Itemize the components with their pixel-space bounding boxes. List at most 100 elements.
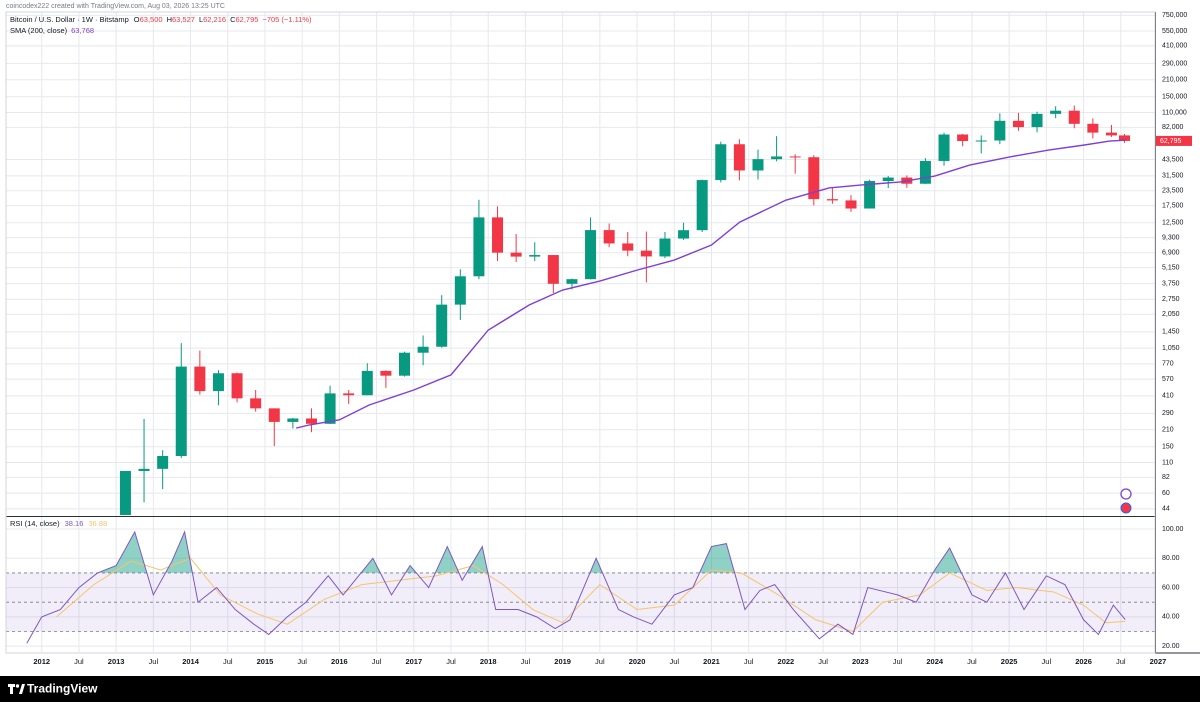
candle-body (789, 156, 801, 158)
y-tick-label: 290,000 (1162, 60, 1187, 67)
y-tick-label: 570 (1162, 376, 1174, 383)
y-tick-label: 20.00 (1162, 643, 1180, 650)
x-tick-label: 2017 (405, 657, 422, 666)
x-tick-label: 2023 (852, 657, 869, 666)
y-tick-label: 110 (1162, 459, 1173, 466)
x-tick-label: Jul (669, 657, 679, 666)
candle-body (380, 370, 392, 376)
brand-logo (8, 684, 25, 694)
candle-body (454, 276, 466, 305)
candle-body (1068, 110, 1080, 124)
x-tick-label: Jul (74, 657, 84, 666)
y-tick-label: 40.00 (1162, 614, 1180, 621)
candle-body (994, 120, 1006, 141)
y-tick-label: 1,450 (1162, 329, 1180, 336)
legend-text: C (230, 15, 236, 24)
y-tick-label: 44 (1162, 506, 1170, 513)
event-icon[interactable] (1120, 488, 1132, 500)
y-tick-label: 43,500 (1162, 156, 1184, 163)
y-tick-label: 5,150 (1162, 264, 1180, 271)
brand: TradingView (27, 682, 98, 696)
candle-body (510, 252, 522, 257)
y-tick-label: 210,000 (1162, 77, 1187, 84)
candle-body (715, 144, 727, 181)
y-tick-label: 60 (1162, 490, 1170, 497)
y-tick-label: 410,000 (1162, 43, 1187, 50)
legend-text: 62,795 (236, 15, 259, 24)
y-tick-label: 290 (1162, 410, 1174, 417)
price-pane (119, 105, 1130, 515)
x-tick-label: Jul (297, 657, 307, 666)
y-tick-label: 82,000 (1162, 124, 1184, 131)
candle-body (864, 181, 876, 209)
y-tick-label: 2,050 (1162, 311, 1180, 318)
candle-body (603, 230, 615, 244)
candle-body (436, 304, 448, 347)
axes: 2012 Jul 2013 Jul 2014 Jul 2015 Jul 2016 Jul 2017 J… (33, 12, 1192, 666)
candle-body (138, 468, 150, 471)
candle-body (212, 373, 224, 392)
legend: SMA (200, close) 63,768 (10, 26, 94, 35)
last-price-tag (1156, 135, 1192, 146)
candle-body (845, 200, 857, 209)
candle-body (696, 180, 708, 231)
candle-body (938, 134, 950, 161)
legend: RSI (14, close) 38.16 36.88 (10, 519, 107, 528)
candle-body (268, 408, 280, 422)
x-tick-label: 2018 (480, 657, 497, 666)
x-tick-label: Jul (967, 657, 977, 666)
candle-body (547, 255, 559, 284)
candle-body (305, 418, 317, 424)
legend-text: SMA (200, close) (10, 26, 68, 35)
grid (6, 12, 1159, 652)
rsi-pane (6, 530, 1155, 644)
candle-body (231, 373, 243, 399)
x-tick-label: Jul (446, 657, 456, 666)
x-tick-label: Jul (223, 657, 233, 666)
candle-body (585, 230, 597, 280)
frame (5, 11, 1156, 654)
candle-body (529, 255, 541, 257)
candle-body (957, 134, 969, 141)
y-tick-label: 9,300 (1162, 235, 1180, 242)
legend-text: 63,768 (71, 26, 94, 35)
x-tick-label: 2019 (554, 657, 571, 666)
y-tick-label: 110,000 (1162, 109, 1187, 116)
event-icon[interactable] (1120, 502, 1132, 514)
y-tick-label: 1,050 (1162, 345, 1180, 352)
credit: coincodex222 created with TradingView.co… (6, 3, 225, 10)
legend-text: RSI (14, close) (10, 519, 60, 528)
x-tick-label: 2026 (1075, 657, 1092, 666)
candle-body (640, 250, 652, 257)
y-tick-label: 12,500 (1162, 220, 1184, 227)
y-tick-label: 770 (1162, 361, 1174, 368)
price-axis-bg (1155, 0, 1200, 676)
candle-body (361, 370, 373, 396)
legend-text: H (167, 15, 172, 24)
y-tick-label: 100.00 (1162, 526, 1184, 533)
candle-body (324, 393, 336, 424)
candle-body (287, 418, 299, 422)
legend-text: 62,216 (203, 15, 226, 24)
x-tick-label: 2012 (33, 657, 50, 666)
y-tick-label: 82 (1162, 474, 1170, 481)
candle-body (919, 160, 931, 184)
legend: Bitcoin / U.S. Dollar · 1W · Bitstamp O63… (10, 15, 312, 24)
x-tick-label: 2025 (1001, 657, 1018, 666)
legend-text: 36.88 (88, 519, 107, 528)
x-tick-label: 2024 (926, 657, 944, 666)
x-tick-label: Jul (521, 657, 531, 666)
candle-body (417, 346, 429, 353)
candle-body (882, 177, 894, 182)
x-tick-label: Jul (595, 657, 605, 666)
candle-body (343, 393, 355, 396)
y-tick-label: 750,000 (1162, 12, 1187, 19)
candle-body (771, 156, 783, 160)
legend-text: L (199, 15, 203, 24)
candle-body (1105, 132, 1117, 136)
footer (0, 676, 1200, 702)
y-tick-label: 150 (1162, 444, 1174, 451)
x-tick-label: Jul (1042, 657, 1052, 666)
candle-body (1087, 123, 1099, 133)
